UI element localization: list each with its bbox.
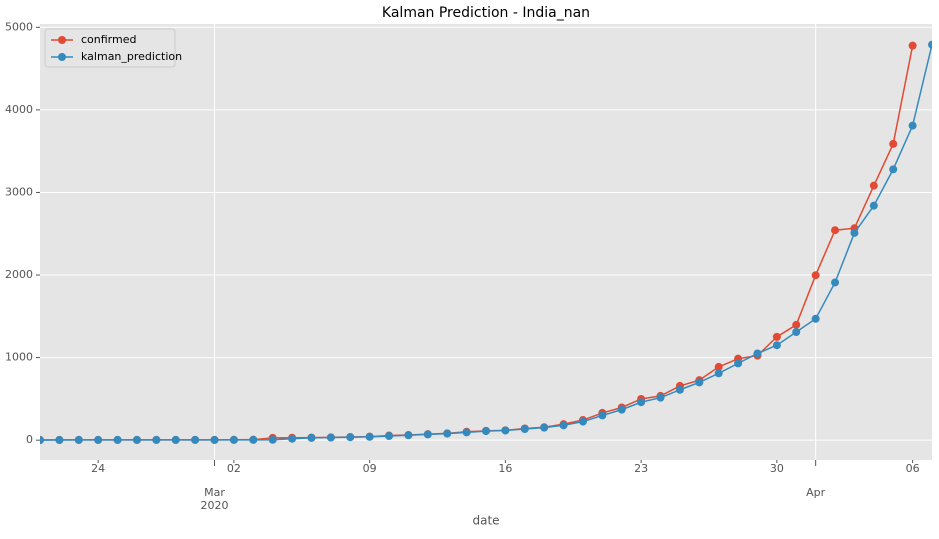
data-point bbox=[734, 359, 743, 368]
data-point bbox=[307, 433, 316, 442]
data-point bbox=[191, 435, 200, 444]
data-point bbox=[792, 328, 801, 337]
chart-title: Kalman Prediction - India_nan bbox=[382, 5, 590, 21]
data-point bbox=[443, 429, 452, 438]
data-point bbox=[40, 436, 44, 445]
legend-marker bbox=[58, 36, 66, 44]
x-tick-label: 16 bbox=[498, 462, 512, 475]
x-tick-label: 23 bbox=[634, 462, 648, 475]
data-point bbox=[908, 121, 917, 130]
y-tick-label: 0 bbox=[26, 433, 33, 446]
data-point bbox=[346, 433, 355, 442]
x-tick-label: 2020 bbox=[201, 499, 229, 512]
data-point bbox=[462, 428, 471, 437]
data-point bbox=[637, 398, 646, 407]
data-point bbox=[423, 430, 432, 439]
data-point bbox=[152, 435, 161, 444]
data-point bbox=[889, 139, 898, 148]
data-point bbox=[831, 226, 840, 235]
data-point bbox=[520, 425, 529, 434]
data-point bbox=[501, 426, 510, 435]
y-tick-label: 3000 bbox=[5, 185, 33, 198]
data-point bbox=[171, 435, 180, 444]
data-point bbox=[559, 421, 568, 430]
data-point bbox=[850, 228, 859, 237]
data-point bbox=[578, 417, 587, 426]
data-point bbox=[132, 435, 141, 444]
data-point bbox=[714, 369, 723, 378]
data-point bbox=[811, 271, 820, 280]
data-point bbox=[772, 341, 781, 350]
data-point bbox=[210, 435, 219, 444]
data-point bbox=[74, 435, 83, 444]
data-point bbox=[482, 427, 490, 436]
legend-label: kalman_prediction bbox=[81, 50, 182, 63]
data-point bbox=[714, 362, 723, 371]
data-point bbox=[869, 201, 878, 210]
data-point bbox=[675, 385, 684, 394]
x-tick-label: Apr bbox=[806, 486, 826, 499]
data-point bbox=[753, 349, 762, 358]
data-point bbox=[540, 423, 549, 432]
data-point bbox=[268, 435, 277, 444]
legend-box bbox=[44, 28, 176, 68]
y-tick-label: 5000 bbox=[5, 20, 33, 33]
data-point bbox=[889, 165, 898, 174]
y-tick-label: 4000 bbox=[5, 103, 33, 116]
x-tick-label: Mar bbox=[204, 486, 225, 499]
x-tick-label: 09 bbox=[363, 462, 377, 475]
data-point bbox=[229, 435, 238, 444]
x-tick-label: 06 bbox=[906, 462, 920, 475]
data-point bbox=[908, 41, 917, 50]
data-point bbox=[869, 181, 878, 190]
y-tick-label: 1000 bbox=[5, 351, 33, 364]
data-point bbox=[656, 393, 665, 402]
data-point bbox=[326, 433, 335, 442]
legend-label: confirmed bbox=[81, 33, 136, 46]
data-point bbox=[365, 432, 374, 441]
x-tick-label: 24 bbox=[91, 462, 105, 475]
data-point bbox=[811, 314, 820, 323]
data-point bbox=[385, 432, 394, 441]
data-point bbox=[55, 436, 64, 445]
x-tick-label: 02 bbox=[227, 462, 241, 475]
data-point bbox=[928, 40, 932, 49]
data-point bbox=[94, 435, 103, 444]
legend-marker bbox=[58, 53, 66, 61]
x-tick-label: 30 bbox=[770, 462, 784, 475]
plot-area bbox=[40, 24, 932, 460]
data-point bbox=[792, 320, 801, 329]
data-point bbox=[695, 378, 704, 387]
data-point bbox=[831, 278, 840, 287]
data-point bbox=[288, 434, 297, 443]
data-point bbox=[598, 411, 607, 420]
data-point bbox=[404, 431, 413, 440]
data-point bbox=[772, 332, 781, 341]
data-point bbox=[249, 435, 258, 444]
data-point bbox=[113, 435, 122, 444]
x-axis-label: date bbox=[472, 514, 499, 528]
data-point bbox=[617, 405, 626, 414]
y-tick-label: 2000 bbox=[5, 268, 33, 281]
